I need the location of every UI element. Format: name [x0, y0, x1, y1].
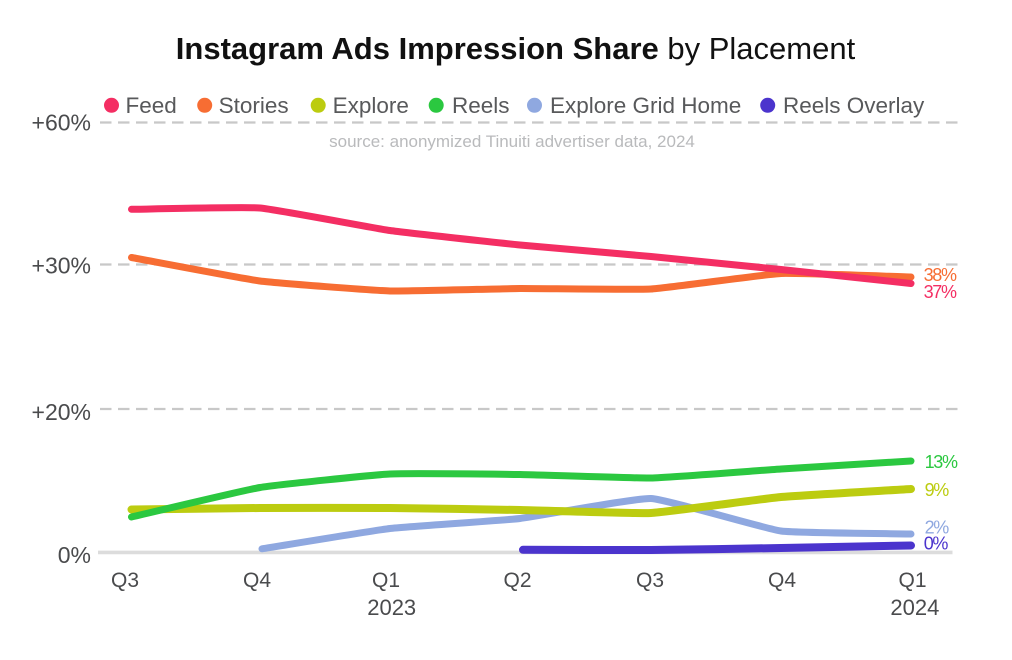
svg-text:2%: 2% — [925, 518, 950, 538]
svg-text:Explore Grid Home: Explore Grid Home — [550, 93, 741, 118]
svg-text:0%: 0% — [924, 534, 949, 554]
svg-text:9%: 9% — [925, 480, 950, 500]
svg-text:Q3: Q3 — [111, 569, 139, 592]
svg-text:Feed: Feed — [126, 93, 177, 118]
svg-text:2023: 2023 — [367, 595, 416, 620]
svg-text:Explore: Explore — [333, 93, 409, 118]
svg-text:0%: 0% — [58, 542, 91, 568]
svg-text:37%: 37% — [924, 282, 957, 302]
svg-text:Reels Overlay: Reels Overlay — [783, 93, 925, 118]
svg-text:38%: 38% — [924, 265, 957, 285]
svg-text:Instagram Ads Impression Share: Instagram Ads Impression Share by Placem… — [176, 31, 856, 66]
svg-text:Q1: Q1 — [898, 569, 926, 592]
svg-text:source: anonymized Tinuiti adv: source: anonymized Tinuiti advertiser da… — [329, 132, 695, 151]
svg-text:Q1: Q1 — [372, 569, 400, 592]
svg-text:+30%: +30% — [32, 253, 91, 279]
svg-text:2024: 2024 — [890, 595, 939, 620]
svg-text:Q4: Q4 — [243, 569, 271, 592]
svg-text:Reels: Reels — [452, 93, 510, 118]
svg-text:Q2: Q2 — [503, 569, 531, 592]
svg-text:Q4: Q4 — [768, 569, 796, 592]
svg-text:13%: 13% — [925, 452, 958, 472]
svg-text:+20%: +20% — [32, 399, 91, 425]
svg-text:Q3: Q3 — [636, 569, 664, 592]
svg-text:Stories: Stories — [219, 93, 289, 118]
svg-text:+60%: +60% — [32, 109, 91, 135]
